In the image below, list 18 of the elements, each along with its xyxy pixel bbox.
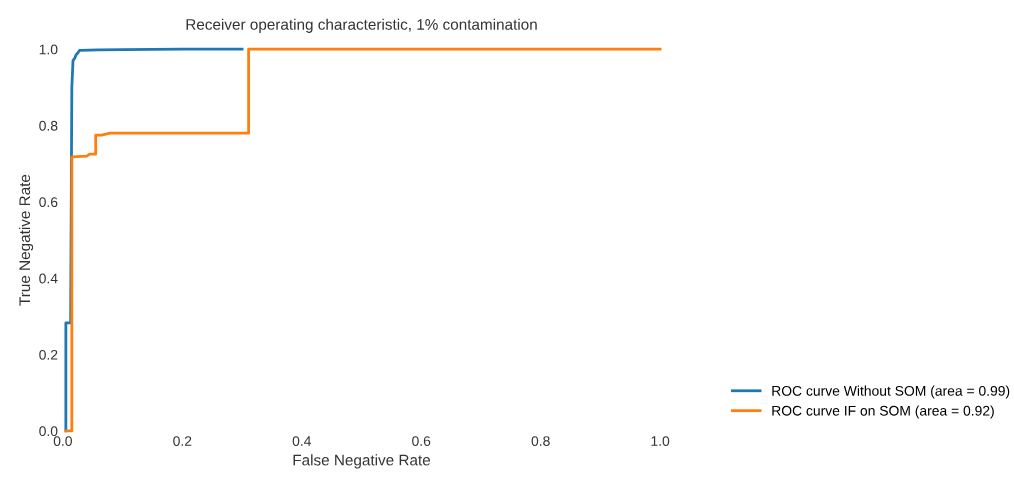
x-tick-label: 0.2	[173, 436, 192, 446]
x-tick-label: 0.8	[531, 436, 550, 446]
line-series	[64, 47, 662, 433]
x-tick-label: 0.4	[292, 436, 312, 446]
y-tick-label: 0.6	[39, 197, 58, 208]
x-axis-title: False Negative Rate	[293, 454, 431, 469]
y-tick-label: 1.0	[39, 44, 58, 55]
x-tick-label: 0.0	[53, 436, 72, 446]
x-tick-label: 0.6	[412, 436, 431, 446]
y-tick-label: 0.0	[39, 426, 58, 437]
x-tick-label: 1.0	[651, 436, 670, 446]
y-tick-label: 0.8	[39, 120, 58, 131]
legend-label: ROC curve IF on SOM (area = 0.92)	[772, 405, 994, 419]
y-tick-label: 0.4	[39, 273, 58, 284]
y-tick-label: 0.2	[39, 349, 58, 360]
y-axis-title: True Negative Rate	[18, 174, 34, 306]
chart-title: Receiver operating characteristic, 1% contamination	[186, 18, 537, 33]
legend-label: ROC curve Without SOM (area = 0.99)	[772, 385, 1010, 399]
